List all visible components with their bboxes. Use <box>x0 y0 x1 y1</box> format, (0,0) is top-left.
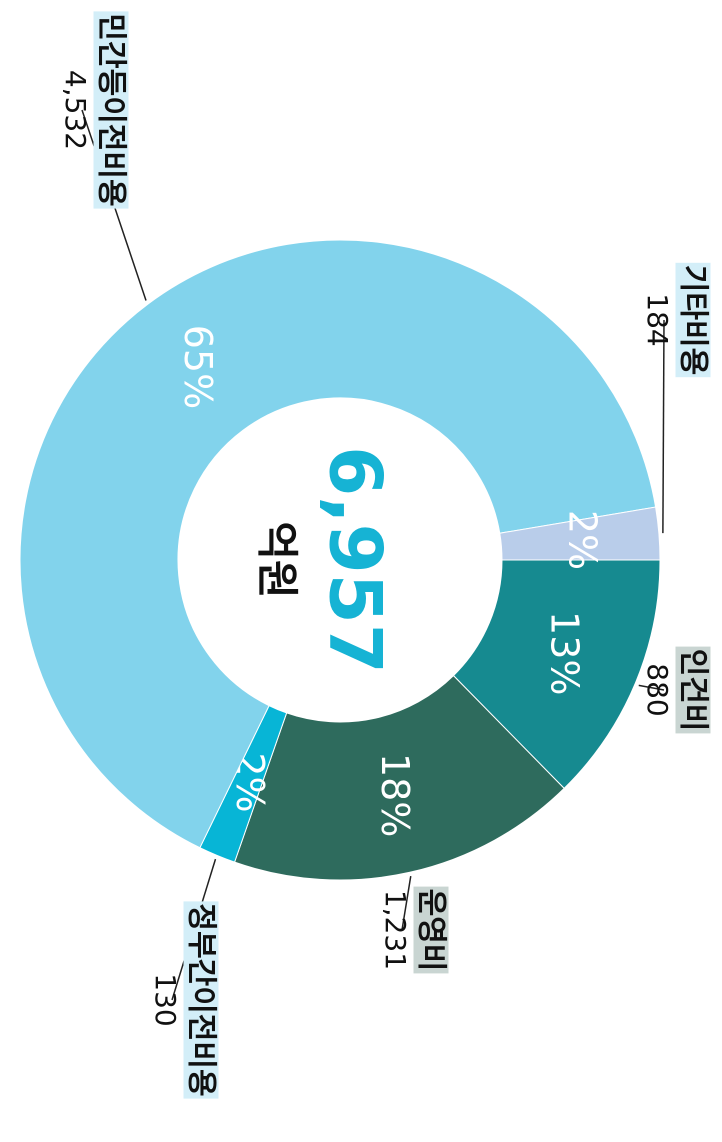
leader-line <box>401 876 412 931</box>
center-unit: 억원 <box>253 521 302 598</box>
donut-segment <box>452 559 661 790</box>
donut-segment <box>19 239 657 849</box>
category-label: 민간등이전비용 <box>94 13 129 206</box>
label-background <box>675 262 711 378</box>
donut-segment <box>499 506 661 561</box>
category-label: 운영비 <box>414 889 449 972</box>
donut-segment <box>233 674 565 881</box>
leader-line <box>638 684 665 691</box>
percent-label: 13% <box>543 611 587 695</box>
percent-label: 18% <box>373 753 417 837</box>
percent-label: 65% <box>176 325 220 409</box>
label-background <box>93 11 129 209</box>
value-label: 184 <box>641 293 674 346</box>
leader-line <box>662 319 665 534</box>
value-label: 880 <box>641 663 674 716</box>
label-background <box>675 646 711 734</box>
label-background <box>413 886 449 974</box>
value-label: 4,532 <box>59 70 92 150</box>
center-value: 6,957 <box>313 446 397 674</box>
value-label: 130 <box>149 973 182 1026</box>
label-background <box>183 901 219 1099</box>
value-label: 1,231 <box>379 890 412 970</box>
category-label: 인건비 <box>676 649 711 732</box>
category-label: 기타비용 <box>676 265 711 375</box>
percent-label: 2% <box>561 510 605 570</box>
category-label: 정부간이전비용 <box>184 903 219 1096</box>
